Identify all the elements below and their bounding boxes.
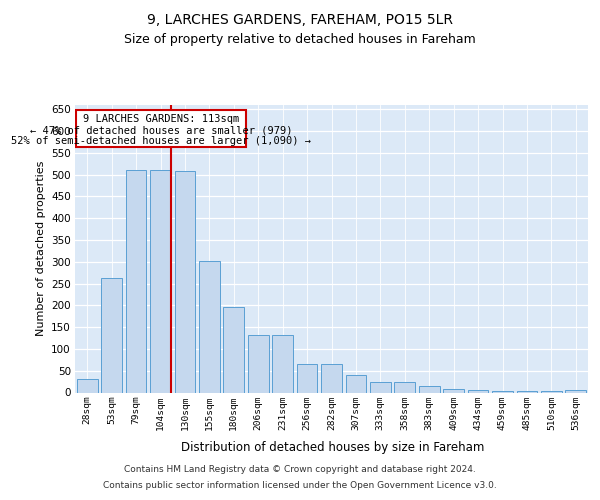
Text: 52% of semi-detached houses are larger (1,090) →: 52% of semi-detached houses are larger (… bbox=[11, 136, 311, 146]
Bar bbox=[394, 382, 415, 392]
Bar bbox=[419, 386, 440, 392]
Bar bbox=[150, 170, 171, 392]
Text: Distribution of detached houses by size in Fareham: Distribution of detached houses by size … bbox=[181, 441, 485, 454]
Y-axis label: Number of detached properties: Number of detached properties bbox=[35, 161, 46, 336]
Bar bbox=[565, 390, 586, 392]
Bar bbox=[223, 306, 244, 392]
Bar bbox=[443, 389, 464, 392]
Bar bbox=[175, 171, 196, 392]
Bar bbox=[467, 390, 488, 392]
Text: Size of property relative to detached houses in Fareham: Size of property relative to detached ho… bbox=[124, 32, 476, 46]
Text: Contains public sector information licensed under the Open Government Licence v3: Contains public sector information licen… bbox=[103, 481, 497, 490]
Bar bbox=[346, 375, 367, 392]
Bar bbox=[492, 391, 513, 392]
Bar bbox=[101, 278, 122, 392]
Text: 9 LARCHES GARDENS: 113sqm: 9 LARCHES GARDENS: 113sqm bbox=[83, 114, 239, 124]
Bar bbox=[125, 170, 146, 392]
Bar bbox=[199, 261, 220, 392]
Bar bbox=[248, 336, 269, 392]
Text: ← 47% of detached houses are smaller (979): ← 47% of detached houses are smaller (97… bbox=[30, 125, 292, 135]
Bar bbox=[77, 378, 98, 392]
Bar bbox=[370, 382, 391, 392]
FancyBboxPatch shape bbox=[76, 110, 246, 148]
Bar bbox=[296, 364, 317, 392]
Text: 9, LARCHES GARDENS, FAREHAM, PO15 5LR: 9, LARCHES GARDENS, FAREHAM, PO15 5LR bbox=[147, 12, 453, 26]
Text: Contains HM Land Registry data © Crown copyright and database right 2024.: Contains HM Land Registry data © Crown c… bbox=[124, 465, 476, 474]
Bar bbox=[541, 391, 562, 392]
Bar bbox=[517, 391, 538, 392]
Bar bbox=[321, 364, 342, 392]
Bar bbox=[272, 336, 293, 392]
